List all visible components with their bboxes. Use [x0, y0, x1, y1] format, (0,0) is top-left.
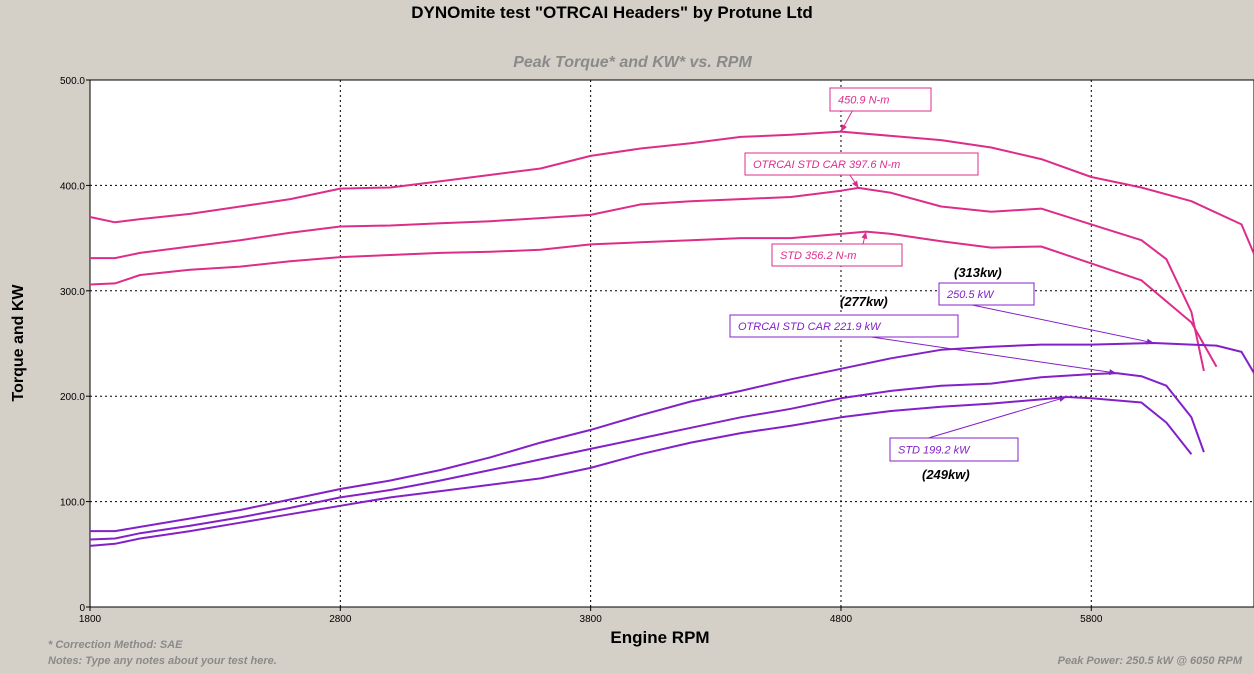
- chart-title: DYNOmite test "OTRCAI Headers" by Protun…: [411, 3, 813, 22]
- correction-note: * Correction Method: SAE: [48, 639, 183, 651]
- x-tick-label: 3800: [580, 614, 603, 625]
- x-axis-label: Engine RPM: [610, 628, 710, 647]
- peak-label-leader: [871, 336, 1117, 374]
- peak-label-3: STD 356.2 N-m: [771, 231, 903, 267]
- kw-annotation-1: (313kw): [954, 265, 1002, 280]
- peak-label-4: 250.5 kW: [938, 282, 1154, 345]
- peak-label-6: STD 199.2 kW: [889, 396, 1067, 462]
- plot-area: [89, 79, 1254, 608]
- peak-label-arrowhead: [1058, 396, 1067, 402]
- peak-label-box: [829, 87, 932, 112]
- peak-label-text: OTRCAI STD CAR 221.9 kW: [738, 321, 882, 333]
- y-tick-label: 500.0: [60, 76, 85, 87]
- x-tick-label: 2800: [329, 614, 352, 625]
- peak-label-text: STD 356.2 N-m: [780, 250, 856, 262]
- kw-annotation-2: (277kw): [840, 294, 888, 309]
- peak-label-arrowhead: [852, 180, 859, 188]
- notes-line: Notes: Type any notes about your test he…: [48, 655, 277, 667]
- peak-label-box: [938, 282, 1035, 306]
- series-line-torque-3: [89, 230, 1218, 368]
- series-line-power-4: [90, 342, 1254, 533]
- kw-annotation-3: (249kw): [922, 467, 970, 482]
- peak-label-box: [729, 314, 959, 338]
- peak-label-arrowhead: [1146, 338, 1154, 345]
- peak-label-leader: [928, 396, 1067, 439]
- chart-subtitle: Peak Torque* and KW* vs. RPM: [513, 54, 752, 71]
- peak-label-arrowhead: [861, 231, 868, 240]
- y-tick-label: 200.0: [60, 392, 85, 403]
- series-line-torque-1: [89, 130, 1254, 255]
- peak-label-2: OTRCAI STD CAR 397.6 N-m: [744, 152, 979, 189]
- peak-label-box: [771, 243, 903, 267]
- peak-label-text: STD 199.2 kW: [898, 445, 971, 457]
- y-tick-label: 400.0: [60, 181, 85, 192]
- peak-label-box: [889, 437, 1019, 462]
- series-line-power-5: [89, 372, 1205, 541]
- y-tick-label: 100.0: [60, 498, 85, 509]
- y-tick-label: 300.0: [60, 287, 85, 298]
- peak-label-1: 450.9 N-m: [829, 87, 932, 132]
- x-tick-label: 1800: [79, 614, 102, 625]
- peak-label-arrowhead: [1108, 369, 1117, 376]
- peak-label-arrowhead: [840, 124, 847, 132]
- peak-power-note: Peak Power: 250.5 kW @ 6050 RPM: [1057, 655, 1242, 667]
- peak-label-text: OTRCAI STD CAR 397.6 N-m: [753, 159, 900, 171]
- peak-label-leader: [972, 304, 1154, 344]
- peak-label-text: 250.5 kW: [946, 289, 995, 301]
- y-tick-label: 0: [79, 603, 85, 614]
- peak-label-text: 450.9 N-m: [838, 95, 889, 107]
- peak-label-5: OTRCAI STD CAR 221.9 kW: [729, 314, 1117, 376]
- peak-label-box: [744, 152, 979, 176]
- x-tick-label: 5800: [1080, 614, 1103, 625]
- x-tick-label: 4800: [830, 614, 853, 625]
- series-line-torque-2: [90, 186, 1205, 372]
